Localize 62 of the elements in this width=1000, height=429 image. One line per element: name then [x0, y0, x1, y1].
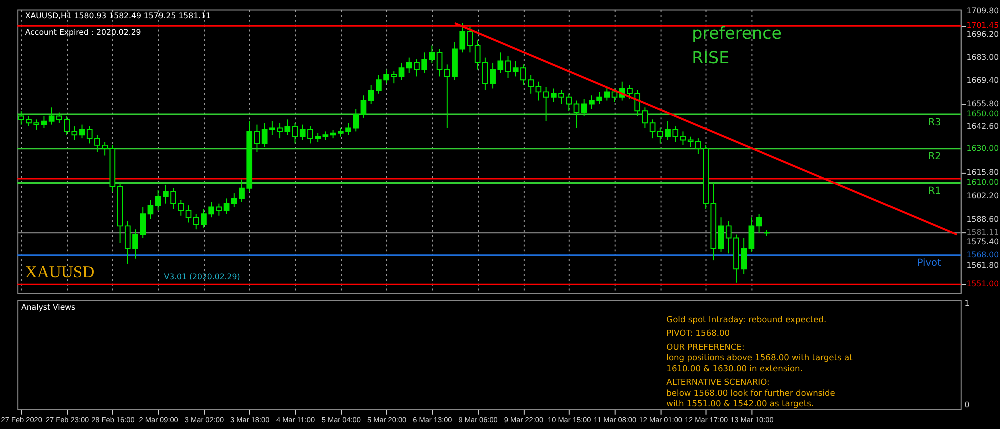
y-tick-label: 1615.80 [966, 168, 1000, 178]
text: Gold spot Intraday: rebound expected. [666, 314, 827, 325]
candlestick [186, 205, 192, 224]
y-tick-label: 1650.00 [966, 109, 1000, 118]
annotation: XAUUSD [25, 262, 95, 282]
y-tick-label: 1683.00 [966, 52, 1000, 62]
ref-line-label: R2 [928, 152, 942, 163]
candlestick [642, 107, 648, 129]
ref-line-label: R3 [928, 117, 942, 128]
y-tick-label: 1642.60 [966, 122, 1000, 132]
candlestick [718, 217, 724, 252]
y-tick-label: 1709.80 [966, 6, 1000, 16]
candlestick [254, 124, 260, 153]
y-tick-label: 1610.00 [966, 178, 1000, 188]
annotation: Account Expired : 2020.02.29 [25, 28, 142, 38]
candlestick [398, 62, 405, 81]
y-tick-label: 1588.60 [966, 214, 1000, 224]
text: 1610.00 & 1630.00 in extension. [666, 363, 803, 374]
candlestick [543, 86, 550, 122]
ref-line-label: R1 [928, 186, 942, 197]
annotation: RISE [692, 48, 730, 68]
chart-title: XAUUSD,H1 1580.93 1582.49 1579.25 1581.11 [25, 12, 212, 21]
text: with 1551.00 & 1542.00 as targets. [666, 398, 814, 409]
candlestick [41, 116, 48, 129]
text: PIVOT: 1568.00 [666, 328, 730, 338]
candlestick [429, 45, 436, 64]
candlestick [748, 217, 755, 252]
text: 0 [964, 400, 970, 410]
candlestick [467, 26, 474, 54]
candlestick [224, 198, 230, 215]
y-tick-label: 1696.20 [966, 30, 1000, 40]
candlestick [148, 200, 154, 220]
candlestick [505, 56, 512, 79]
candlestick [79, 124, 86, 140]
candlestick [536, 81, 542, 102]
annotation: V3.01 (2020.02.29) [164, 272, 240, 282]
text: below 1568.00 look for further downside [666, 388, 836, 398]
candlestick [650, 119, 656, 140]
y-tick-label: 1575.40 [966, 238, 1000, 247]
text: Analyst Views [22, 302, 76, 312]
y-tick-label: 1602.20 [966, 192, 1000, 201]
candlestick [612, 88, 618, 103]
y-tick-label: 1561.80 [966, 261, 1000, 270]
y-tick-label: 1568.00 [966, 250, 1000, 260]
y-tick-label: 1669.40 [966, 76, 1000, 86]
candlestick [574, 100, 580, 129]
candlestick [756, 214, 762, 234]
y-tick-label: 1551.00 [966, 280, 1000, 289]
y-tick-label: 1655.80 [966, 100, 1000, 108]
y-tick-label: 1581.11 [966, 228, 1000, 237]
candlestick [292, 122, 298, 144]
candlestick [436, 48, 443, 78]
y-tick-label: 1701.45 [966, 21, 1000, 30]
annotation: preference [692, 24, 782, 44]
ref-line-label: Pivot [917, 258, 942, 270]
text: 1 [964, 298, 970, 308]
text: long positions above 1568.00 with targets at [666, 352, 854, 363]
candlestick [680, 131, 686, 146]
text: OUR PREFERENCE: [666, 342, 745, 352]
candlestick [360, 95, 367, 118]
y-tick-label: 1630.00 [966, 144, 1000, 153]
text: ALTERNATIVE SCENARIO: [666, 377, 770, 388]
